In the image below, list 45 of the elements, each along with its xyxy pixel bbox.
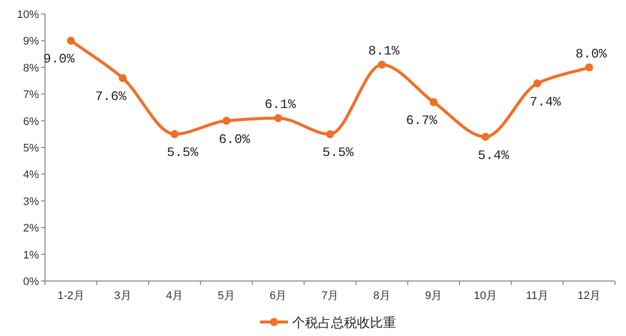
y-tick-label: 9% bbox=[23, 36, 40, 48]
point bbox=[585, 63, 594, 72]
point bbox=[378, 60, 386, 69]
data-label: 8.0% bbox=[575, 46, 607, 62]
data-label: 5.4% bbox=[478, 148, 510, 163]
y-tick-label: 5% bbox=[23, 142, 40, 154]
x-tick-label: 12月 bbox=[577, 290, 601, 302]
data-label: 6.1% bbox=[264, 97, 296, 112]
data-label: 7.6% bbox=[95, 89, 127, 104]
point bbox=[430, 98, 438, 106]
point bbox=[66, 36, 75, 45]
data-label: 6.7% bbox=[406, 113, 438, 128]
legend-label: 个税占总税收比重 bbox=[292, 315, 396, 330]
x-tick-label: 7月 bbox=[321, 290, 339, 302]
y-tick-label: 2% bbox=[23, 222, 40, 235]
point bbox=[326, 130, 334, 138]
x-tick-label: 5月 bbox=[218, 290, 235, 302]
x-tick-label: 11月 bbox=[526, 290, 548, 302]
y-tick-label: 7% bbox=[23, 89, 40, 102]
point bbox=[274, 114, 282, 122]
data-label: 8.1% bbox=[368, 44, 400, 59]
y-tick-label: 0% bbox=[23, 276, 40, 288]
point bbox=[170, 130, 179, 138]
y-tick-label: 1% bbox=[23, 249, 40, 262]
x-tick-label: 8月 bbox=[373, 290, 390, 302]
data-label: 9.0% bbox=[43, 52, 75, 67]
x-tick-label: 10月 bbox=[474, 290, 498, 302]
x-tick-label: 6月 bbox=[270, 290, 287, 302]
y-tick-label: 3% bbox=[23, 196, 40, 208]
x-tick-label: 9月 bbox=[425, 290, 442, 302]
data-label: 6.0% bbox=[218, 132, 250, 147]
data-label: 7.4% bbox=[530, 94, 562, 110]
x-tick-label: 4月 bbox=[166, 290, 184, 302]
x-tick-label: 1-2月 bbox=[57, 290, 84, 302]
point bbox=[481, 132, 490, 141]
data-label: 5.5% bbox=[322, 145, 354, 160]
point bbox=[118, 74, 127, 82]
point bbox=[222, 116, 230, 125]
data-label: 5.5% bbox=[166, 145, 198, 160]
x-tick-label: 3月 bbox=[114, 290, 132, 302]
point bbox=[533, 79, 542, 88]
y-tick-label: 6% bbox=[23, 116, 40, 128]
y-tick-label: 4% bbox=[23, 169, 40, 182]
y-tick-label: 10% bbox=[16, 9, 40, 21]
y-tick-label: 8% bbox=[23, 62, 40, 74]
